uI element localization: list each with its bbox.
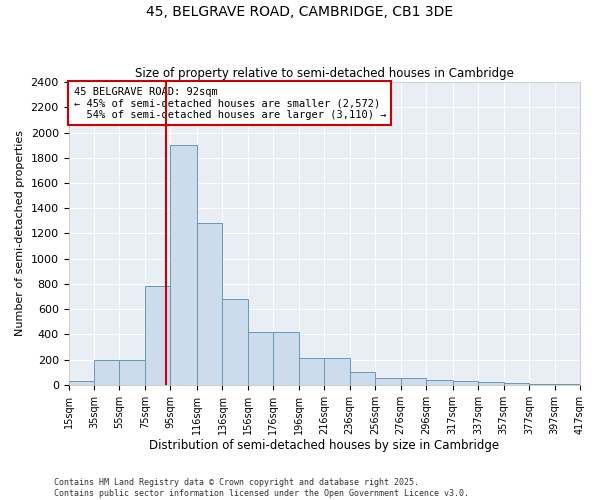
Bar: [248, 332, 274, 385]
Y-axis label: Number of semi-detached properties: Number of semi-detached properties: [15, 130, 25, 336]
Bar: [94, 360, 119, 385]
Text: 45, BELGRAVE ROAD, CAMBRIDGE, CB1 3DE: 45, BELGRAVE ROAD, CAMBRIDGE, CB1 3DE: [146, 5, 454, 19]
Bar: [68, 381, 94, 385]
Title: Size of property relative to semi-detached houses in Cambridge: Size of property relative to semi-detach…: [135, 66, 514, 80]
Bar: [529, 384, 554, 385]
Bar: [478, 382, 503, 385]
Bar: [350, 372, 375, 385]
Bar: [170, 145, 197, 385]
Bar: [324, 358, 350, 385]
Bar: [145, 286, 170, 385]
Bar: [299, 358, 324, 385]
Bar: [401, 378, 426, 385]
Text: 45 BELGRAVE ROAD: 92sqm
← 45% of semi-detached houses are smaller (2,572)
  54% : 45 BELGRAVE ROAD: 92sqm ← 45% of semi-de…: [74, 86, 386, 120]
Bar: [119, 360, 145, 385]
Bar: [274, 332, 299, 385]
Bar: [554, 384, 580, 385]
Bar: [426, 380, 453, 385]
Bar: [223, 299, 248, 385]
X-axis label: Distribution of semi-detached houses by size in Cambridge: Distribution of semi-detached houses by …: [149, 440, 499, 452]
Bar: [453, 381, 478, 385]
Bar: [197, 224, 223, 385]
Bar: [375, 378, 401, 385]
Text: Contains HM Land Registry data © Crown copyright and database right 2025.
Contai: Contains HM Land Registry data © Crown c…: [54, 478, 469, 498]
Bar: [503, 383, 529, 385]
